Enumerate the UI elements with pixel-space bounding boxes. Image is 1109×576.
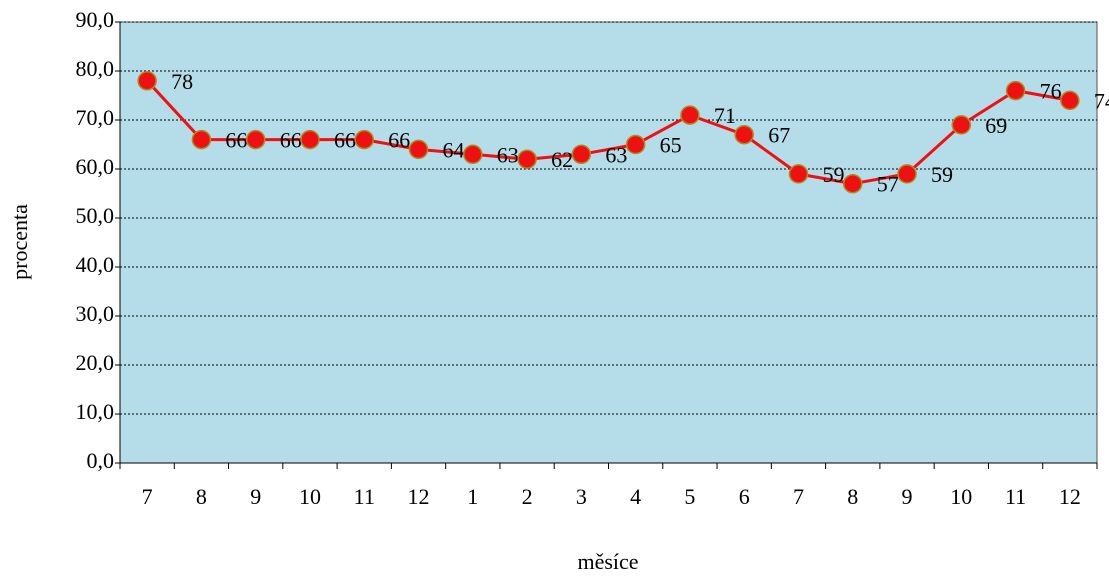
data-label: 59 — [931, 162, 953, 187]
x-axis-label: měsíce — [577, 549, 638, 574]
y-tick-label: 0,0 — [87, 448, 115, 473]
marker — [1060, 90, 1080, 111]
x-tick-label: 9 — [902, 484, 913, 509]
data-label: 66 — [334, 128, 356, 153]
data-label: 66 — [225, 128, 247, 153]
marker — [843, 173, 863, 194]
x-tick-label: 6 — [739, 484, 750, 509]
x-tick-label: 4 — [630, 484, 641, 509]
marker — [354, 129, 374, 150]
marker — [897, 164, 917, 184]
x-tick-label: 2 — [522, 484, 533, 509]
x-tick-label: 9 — [250, 484, 261, 509]
x-tick-label: 10 — [950, 484, 972, 509]
data-label: 76 — [1040, 79, 1062, 104]
marker — [137, 71, 157, 91]
y-tick-label: 70,0 — [76, 105, 115, 130]
marker — [625, 134, 646, 155]
data-label: 78 — [171, 69, 193, 94]
data-label: 69 — [985, 113, 1007, 138]
x-tick-label: 12 — [408, 484, 430, 509]
marker — [951, 115, 972, 135]
marker — [191, 129, 212, 150]
x-tick-label: 8 — [196, 484, 207, 509]
y-tick-label: 40,0 — [76, 252, 115, 277]
x-tick-label: 1 — [467, 484, 478, 509]
x-tick-label: 3 — [576, 484, 587, 509]
data-label: 63 — [497, 142, 519, 167]
marker — [571, 144, 592, 165]
data-label: 59 — [822, 162, 844, 187]
marker — [1005, 80, 1026, 101]
data-label: 67 — [768, 123, 790, 148]
x-tick-label: 10 — [299, 484, 321, 509]
data-label: 66 — [280, 128, 302, 153]
y-axis-label: procenta — [7, 204, 32, 280]
data-label: 63 — [605, 142, 627, 167]
data-label: 74 — [1094, 88, 1109, 113]
x-tick-label: 5 — [684, 484, 695, 509]
marker — [517, 149, 537, 169]
y-tick-label: 80,0 — [76, 56, 115, 81]
data-label: 62 — [551, 147, 573, 172]
y-tick-label: 20,0 — [76, 350, 115, 375]
y-tick-label: 10,0 — [76, 399, 115, 424]
x-tick-label: 12 — [1059, 484, 1081, 509]
marker — [680, 105, 700, 125]
marker — [788, 164, 809, 184]
x-tick-label: 11 — [354, 484, 375, 509]
marker — [300, 129, 320, 150]
data-label: 57 — [877, 172, 899, 197]
y-tick-label: 60,0 — [76, 154, 115, 179]
plot-area — [119, 21, 1098, 464]
marker — [734, 124, 754, 145]
marker — [463, 144, 483, 165]
data-label: 66 — [388, 128, 410, 153]
marker — [245, 129, 266, 150]
data-label: 65 — [660, 133, 682, 158]
y-tick-label: 50,0 — [76, 203, 115, 228]
marker — [408, 139, 429, 160]
x-tick-label: 7 — [793, 484, 804, 509]
x-tick-label: 11 — [1005, 484, 1026, 509]
y-tick-label: 30,0 — [76, 301, 115, 326]
data-label: 64 — [443, 137, 465, 162]
y-tick-label: 90,0 — [76, 7, 115, 32]
data-label: 71 — [714, 103, 736, 128]
x-tick-label: 7 — [142, 484, 153, 509]
x-tick-label: 8 — [847, 484, 858, 509]
